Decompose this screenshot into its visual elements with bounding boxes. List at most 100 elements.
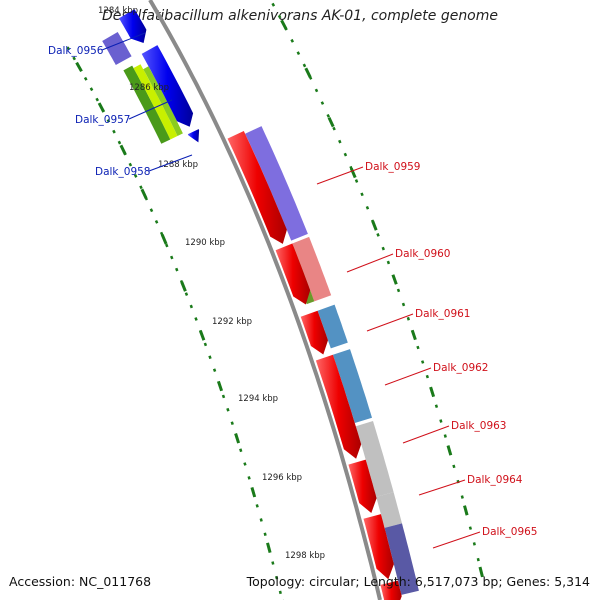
gene-label: Dalk_0956 <box>48 45 104 57</box>
scale-label: 1296 kbp <box>262 473 302 483</box>
outer-dot <box>338 139 342 144</box>
forward-gene-arrow <box>119 9 147 43</box>
scale-dot <box>95 97 100 102</box>
gene-label: Dalk_0961 <box>415 308 471 320</box>
outer-dot <box>396 288 401 293</box>
outer-dot <box>416 345 420 350</box>
gene-block <box>245 126 308 241</box>
gene-leader-line <box>402 425 450 444</box>
topology-text: Topology: circular; Length: 6,517,073 bp… <box>246 574 590 589</box>
gene-leader-line <box>101 32 146 51</box>
reverse-gene-arrow <box>300 310 328 355</box>
gene-block <box>102 32 132 65</box>
reverse-gene-arrow <box>227 131 287 244</box>
gene-label: Dalk_0965 <box>482 526 538 538</box>
outer-dot <box>343 152 348 157</box>
scale-major-tick <box>140 188 148 199</box>
outer-dot <box>326 113 331 118</box>
outer-dot <box>354 179 359 183</box>
gene-leader-line <box>316 166 364 185</box>
scale-dot <box>175 267 179 272</box>
scale-label: 1290 kbp <box>185 238 225 248</box>
outer-dot <box>271 2 276 7</box>
outer-dot <box>277 14 282 19</box>
scale-dot <box>239 448 243 453</box>
gene-label: Dalk_0959 <box>365 161 421 173</box>
reverse-gene-arrow <box>315 354 362 459</box>
gene-label: Dalk_0957 <box>75 114 131 126</box>
outer-dot <box>314 88 319 93</box>
scale-dot <box>274 575 279 580</box>
scale-dot <box>243 462 247 466</box>
scale-major-tick <box>160 234 168 245</box>
gene-label: Dalk_0962 <box>433 362 489 374</box>
gene-label: Dalk_0960 <box>395 248 451 260</box>
gene-leader-line <box>384 367 432 386</box>
outer-dot <box>434 404 439 408</box>
forward-gene-arrow <box>187 129 200 143</box>
scale-dot <box>189 304 193 309</box>
reverse-gene-arrow <box>380 580 402 600</box>
scale-label: 1288 kbp <box>158 160 198 170</box>
outer-dot <box>443 434 447 438</box>
outer-major-tick <box>410 329 417 341</box>
gene-leader-line <box>366 313 414 332</box>
scale-dot <box>208 355 212 360</box>
scale-dot <box>259 518 263 522</box>
gene-block <box>355 421 394 497</box>
gene-leader-line <box>128 99 173 120</box>
gc-stripe-mid <box>143 66 183 136</box>
outer-dot <box>290 38 295 43</box>
gene-leader-line <box>346 253 394 273</box>
scale-dot <box>106 119 111 123</box>
scale-dot <box>117 140 122 145</box>
scale-dot <box>271 561 275 565</box>
outer-dot <box>460 495 464 499</box>
gene-leader-line <box>418 479 466 496</box>
outer-dot <box>320 101 325 105</box>
scale-dot <box>247 476 251 480</box>
gene-label: Dalk_0964 <box>467 474 523 486</box>
scale-dot <box>255 504 259 508</box>
gene-leader-line <box>148 154 193 172</box>
gc-stripe-dark <box>123 65 171 144</box>
scale-dot <box>159 231 164 236</box>
scale-dot <box>149 208 154 213</box>
outer-major-tick <box>391 274 398 285</box>
scale-dot <box>154 219 159 224</box>
scale-label: 1284 kbp <box>98 6 138 16</box>
scale-label: 1292 kbp <box>212 317 252 327</box>
outer-major-tick <box>349 167 357 179</box>
outer-major-tick <box>446 445 453 456</box>
scale-major-tick <box>198 330 206 341</box>
scale-dot <box>112 129 116 134</box>
scale-dot <box>221 394 226 399</box>
outer-dot <box>468 526 473 530</box>
scale-dot <box>128 162 133 167</box>
outer-dot <box>439 419 443 423</box>
outer-major-tick <box>371 220 378 231</box>
outer-dot <box>421 360 425 364</box>
outer-dot <box>401 302 406 307</box>
gene-block <box>384 523 419 595</box>
genome-backbone <box>148 0 382 600</box>
scale-dot <box>203 342 208 347</box>
gene-leader-line <box>432 531 481 549</box>
gene-label: Dalk_0958 <box>95 166 151 178</box>
scale-dot <box>230 421 234 425</box>
scale-label: 1286 kbp <box>129 83 169 93</box>
scale-major-tick <box>266 542 272 553</box>
forward-gene-arrow <box>141 45 194 127</box>
scale-dot <box>165 243 169 248</box>
scale-label: 1294 kbp <box>238 394 278 404</box>
outer-major-tick <box>463 505 469 516</box>
scale-dot <box>212 368 217 373</box>
outer-dot <box>296 51 301 56</box>
scale-dot <box>72 56 76 61</box>
outer-dot <box>360 192 364 197</box>
page-title: Desulfatibacillum alkenivorans AK-01, co… <box>101 8 499 24</box>
gene-block <box>332 349 372 423</box>
outer-dot <box>381 246 385 251</box>
outer-dot <box>472 542 476 546</box>
outer-dot <box>332 126 336 131</box>
